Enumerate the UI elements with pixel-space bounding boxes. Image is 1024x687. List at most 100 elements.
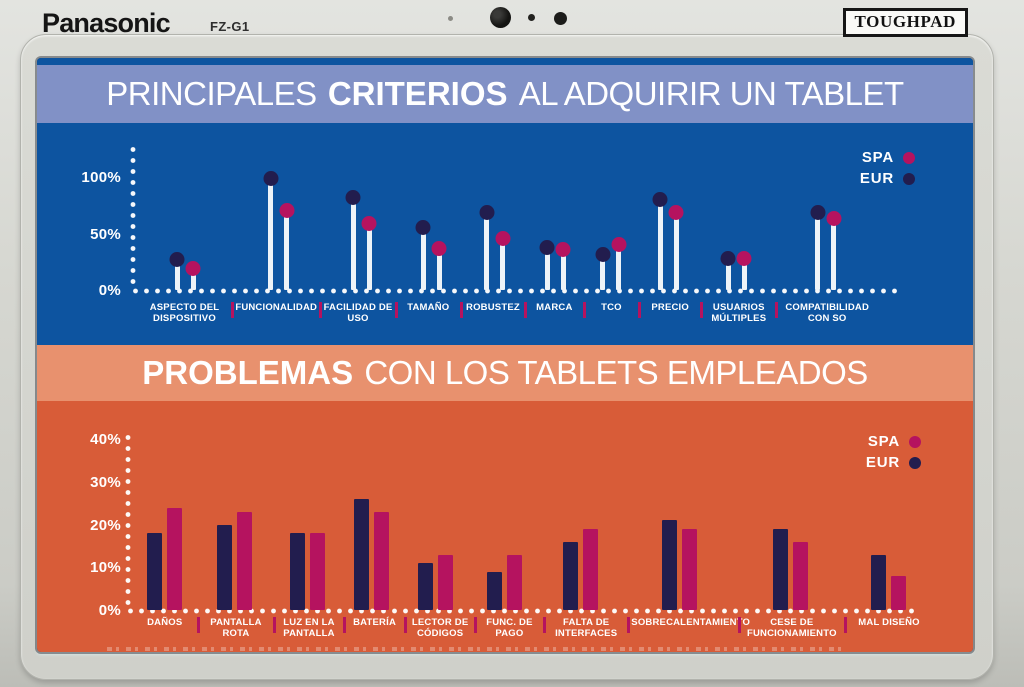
series-pair <box>595 236 627 290</box>
label-divider <box>319 302 323 318</box>
lollipop-dot-spa <box>611 236 627 252</box>
category-axis: ASPECTO DEL DISPOSITIVO FUNCIONALIDAD FACI… <box>137 299 878 345</box>
lollipop-stem <box>611 236 627 290</box>
category-label: SOBRECALENTAMIENTO <box>631 617 751 628</box>
lollipop-dot-spa <box>279 202 295 218</box>
label-divider <box>638 302 642 318</box>
bar-spa <box>166 507 182 610</box>
title-text: CON LOS TABLETS EMPLEADOS <box>364 354 868 391</box>
legend: SPA EUR <box>860 145 915 191</box>
criteria-lollipop-chart: SPA EUR ASPECTO DEL DISPOSITIVO FUNCIONALI… <box>37 123 973 345</box>
criteria-title: PRINCIPALES CRITERIOS AL ADQUIRIR UN TAB… <box>37 65 973 123</box>
sensor-dot-icon <box>448 16 453 21</box>
lollipop-stem <box>555 242 571 290</box>
category-label: LECTOR DE CÓDIGOS <box>411 617 469 640</box>
series-pair <box>415 219 447 290</box>
series-pair <box>146 507 182 610</box>
label-divider <box>394 302 398 318</box>
category-label: MAL DISEÑO <box>858 617 920 628</box>
label-divider <box>582 302 586 318</box>
category-group <box>844 554 933 610</box>
cropped-footnote <box>107 647 843 651</box>
bar-spa <box>506 554 522 610</box>
plot-area <box>132 415 933 610</box>
series-pair <box>486 554 522 610</box>
category-group <box>638 192 699 290</box>
category-label: LUZ EN LA PANTALLA <box>283 617 335 640</box>
lollipop-stem <box>736 251 752 290</box>
bar-eur <box>871 554 887 610</box>
lollipop-stem <box>595 246 611 290</box>
bar-eur <box>772 528 788 610</box>
legend-label: EUR <box>859 170 894 187</box>
category-label-cell: TAMAÑO <box>394 299 461 318</box>
display-plate: PRINCIPALES CRITERIOS AL ADQUIRIR UN TAB… <box>20 34 994 680</box>
lollipop-stem <box>185 261 201 290</box>
lollipop-dot-eur <box>720 251 736 267</box>
section-criteria: PRINCIPALES CRITERIOS AL ADQUIRIR UN TAB… <box>37 58 973 345</box>
label-divider <box>196 617 200 633</box>
lollipop-dot-eur <box>169 252 185 268</box>
lollipop-dot-spa <box>495 230 511 246</box>
category-label: TCO <box>601 302 622 313</box>
category-label: BATERÍA <box>353 617 397 628</box>
sensor-dot-icon <box>528 14 535 21</box>
category-label-cell: PRECIO <box>638 299 701 318</box>
camera-lens-icon <box>490 7 511 28</box>
axis-tick-label: 30% <box>90 473 121 491</box>
x-axis-dotted-line <box>125 608 918 614</box>
legend-item: SPA <box>866 433 921 450</box>
category-label: ASPECTO DEL DISPOSITIVO <box>149 302 220 325</box>
lollipop-stem <box>415 219 431 290</box>
bar-eur <box>146 533 162 610</box>
series-pair <box>418 554 454 610</box>
series-pair <box>661 520 697 610</box>
label-divider <box>342 617 346 633</box>
label-divider <box>273 617 277 633</box>
category-label: CESE DE FUNCIONAMIENTO <box>746 617 837 640</box>
bar-eur <box>661 520 677 610</box>
lollipop-dot-spa <box>668 204 684 220</box>
legend-label: SPA <box>861 149 894 166</box>
category-axis: DAÑOS PANTALLA ROTA LUZ EN LA PANTALLA BATE… <box>132 614 933 650</box>
series-pair <box>479 204 511 290</box>
category-group <box>527 239 584 290</box>
title-text: PRINCIPALES <box>106 75 317 112</box>
category-group <box>402 554 470 610</box>
category-label-cell: FALTA DE INTERFACES <box>543 614 628 639</box>
lollipop-stem <box>810 204 826 290</box>
screen: PRINCIPALES CRITERIOS AL ADQUIRIR UN TAB… <box>37 58 973 652</box>
category-label-cell: DAÑOS <box>132 614 198 628</box>
label-divider <box>627 617 631 633</box>
category-label: PRECIO <box>651 302 689 313</box>
title-text: AL ADQUIRIR UN TABLET <box>518 75 904 112</box>
category-group <box>132 507 196 610</box>
category-group <box>463 204 526 290</box>
category-label-cell: FUNC. DE PAGO <box>473 614 544 640</box>
axis-tick-label: 100% <box>81 169 121 186</box>
section-problems: SPA EUR DAÑOS PANTALLA ROTA LUZ EN LA PANTA… <box>37 401 973 652</box>
category-label-cell: FACILIDAD DE USO <box>319 299 395 324</box>
category-label-cell: LUZ EN LA PANTALLA <box>273 614 343 640</box>
category-label: FUNC. DE PAGO <box>486 617 533 640</box>
lollipop-dot-eur <box>345 190 361 206</box>
bar-spa <box>309 533 325 610</box>
y-axis-dotted-line <box>125 432 131 610</box>
lollipop-stem <box>431 241 447 290</box>
category-label: USUARIOS MÚLTIPLES <box>711 302 767 325</box>
category-group <box>774 204 878 290</box>
bar-eur <box>486 571 502 610</box>
series-pair <box>720 251 752 290</box>
series-pair <box>345 190 377 290</box>
axis-tick-label: 10% <box>90 559 121 577</box>
bar-eur <box>289 533 305 610</box>
category-group <box>341 498 401 610</box>
legend-label: EUR <box>865 454 900 471</box>
label-divider <box>473 617 477 633</box>
category-label-cell: PANTALLA ROTA <box>196 614 275 640</box>
category-label: MARCA <box>536 302 573 313</box>
category-label: PANTALLA ROTA <box>210 617 262 640</box>
series-pair <box>263 171 295 290</box>
lollipop-dot-eur <box>652 192 668 208</box>
